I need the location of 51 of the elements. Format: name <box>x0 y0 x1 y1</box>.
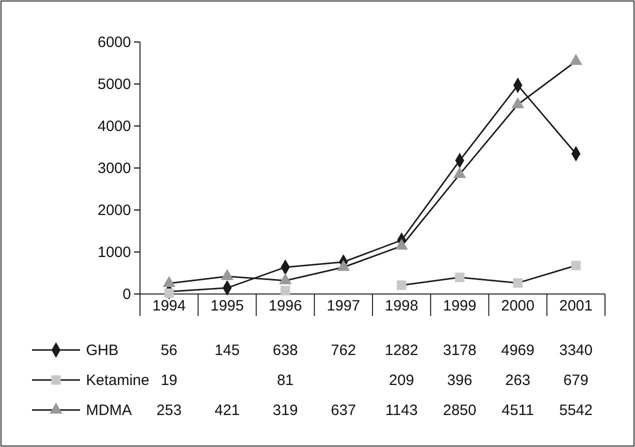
data-label: 56 <box>160 342 178 359</box>
y-tick-label: 3000 <box>98 160 131 177</box>
y-tick-label: 5000 <box>98 76 131 93</box>
x-tick-label: 1997 <box>326 298 360 315</box>
data-label: 5542 <box>559 402 593 419</box>
y-tick-label: 6000 <box>98 34 131 51</box>
point <box>280 286 290 296</box>
data-label: 19 <box>160 372 178 389</box>
data-label: 396 <box>447 372 472 389</box>
legend-label: MDMA <box>86 402 132 419</box>
data-label: 81 <box>276 372 294 389</box>
y-tick-label: 1000 <box>98 244 131 261</box>
data-label: 145 <box>214 342 240 359</box>
data-label: 2850 <box>443 402 476 419</box>
data-label: 679 <box>563 372 588 389</box>
point <box>164 288 174 298</box>
legend-label: GHB <box>86 342 119 359</box>
data-label: 4969 <box>501 342 534 359</box>
point <box>395 238 408 250</box>
data-label: 1282 <box>384 342 418 359</box>
data-label: 253 <box>156 402 182 419</box>
y-tick-label: 4000 <box>98 118 131 135</box>
y-tick-label: 2000 <box>98 202 131 219</box>
point <box>571 260 581 270</box>
y-tick-label: 0 <box>122 286 131 303</box>
data-label: 4511 <box>502 402 534 419</box>
data-label: 762 <box>330 342 356 359</box>
data-label: 1143 <box>385 402 418 419</box>
data-label: 3178 <box>443 342 476 359</box>
data-label: 3340 <box>559 342 593 359</box>
point <box>162 276 176 288</box>
x-tick-label: 1995 <box>210 298 244 315</box>
data-label: 421 <box>214 402 240 419</box>
data-label: 263 <box>505 372 530 389</box>
point <box>453 166 466 178</box>
point <box>513 278 523 288</box>
data-label: 637 <box>330 402 356 419</box>
x-tick-label: 1996 <box>268 298 302 315</box>
x-tick-label: 2000 <box>501 298 534 315</box>
data-label: 209 <box>389 372 414 389</box>
x-tick-label: 1994 <box>152 298 186 315</box>
legend-label: Ketamine <box>86 372 150 389</box>
data-label: 638 <box>272 342 298 359</box>
point <box>511 97 524 108</box>
point <box>396 280 406 290</box>
x-tick-label: 2001 <box>559 298 593 315</box>
x-tick-label: 1999 <box>443 298 476 315</box>
point <box>570 54 582 65</box>
x-tick-label: 1998 <box>384 298 418 315</box>
point <box>454 272 464 282</box>
data-label: 319 <box>272 402 298 419</box>
